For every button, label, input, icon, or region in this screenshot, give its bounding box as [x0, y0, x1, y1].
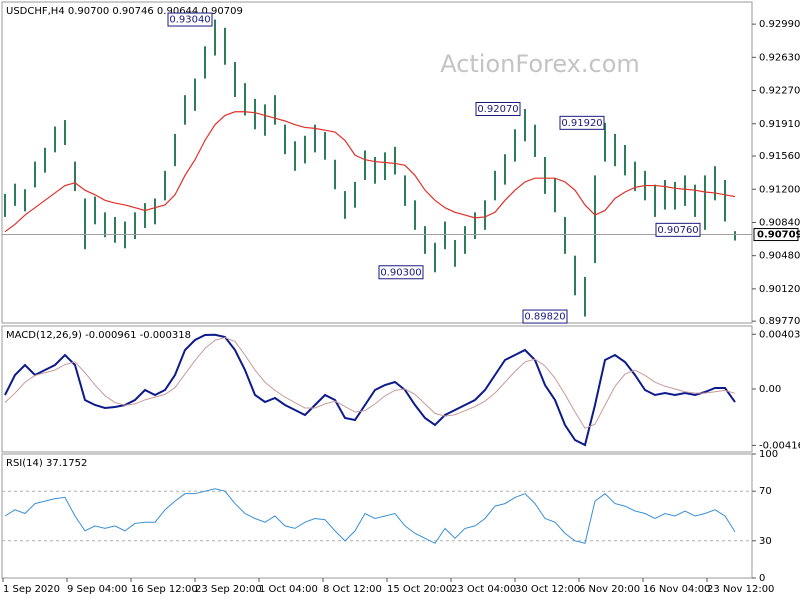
- y-tick-label: 0.89770: [759, 316, 800, 327]
- y-tick-label: 0: [759, 573, 765, 584]
- annotation-box: [522, 309, 568, 324]
- x-tick-label: 16 Nov 04:00: [643, 584, 710, 595]
- y-tick-label: 0.00: [759, 384, 781, 395]
- annotation-label: 0.90300: [380, 267, 421, 278]
- x-tick-label: 23 Sep 20:00: [195, 584, 262, 595]
- x-tick-label: 16 Sep 12:00: [131, 584, 198, 595]
- annotation-box: [167, 12, 213, 27]
- watermark: ActionForex.com: [440, 50, 640, 78]
- x-tick-label: 6 Nov 20:00: [579, 584, 640, 595]
- last-price-label: 0.90709: [757, 230, 800, 241]
- annotation-box: [475, 102, 521, 116]
- y-tick-label: 70: [759, 486, 772, 497]
- y-tick-label: 0.92630: [759, 52, 800, 63]
- x-tick-label: 23 Nov 12:00: [707, 584, 774, 595]
- y-tick-label: 0.91910: [759, 119, 800, 130]
- y-tick-label: 0.91560: [759, 151, 800, 162]
- y-tick-label: 0.92270: [759, 86, 800, 97]
- annotation-label: 0.91920: [561, 118, 602, 129]
- x-tick-label: 1 Oct 04:00: [259, 584, 318, 595]
- y-tick-label: 30: [759, 536, 772, 547]
- panel-title: RSI(14) 37.1752: [6, 458, 87, 469]
- panel-title: USDCHF,H4 0.90700 0.90746 0.90644 0.9070…: [6, 6, 243, 17]
- y-tick-label: 0.92990: [759, 19, 800, 30]
- panel-title: MACD(12,26,9) -0.000961 -0.000318: [6, 330, 191, 341]
- annotation-box: [559, 115, 605, 130]
- annotation-box: [378, 265, 424, 280]
- x-tick-label: 23 Oct 04:00: [451, 584, 516, 595]
- x-tick-label: 1 Sep 2020: [3, 584, 60, 595]
- y-tick-label: 0.004039: [759, 329, 800, 340]
- panel-frame: [1, 1, 753, 324]
- annotation-label: 0.93040: [169, 15, 210, 26]
- annotation-label: 0.90760: [657, 225, 698, 236]
- indicator-line: [4, 336, 736, 429]
- y-tick-label: 0.90840: [759, 217, 800, 228]
- annotation-label: 0.89820: [524, 312, 565, 323]
- x-tick-label: 30 Oct 12:00: [515, 584, 580, 595]
- y-tick-label: 0.90120: [759, 284, 800, 295]
- y-tick-label: 0.90480: [759, 251, 800, 262]
- y-tick-label: 0.91200: [759, 184, 800, 195]
- annotation-label: 0.92070: [477, 104, 518, 115]
- y-tick-label: 100: [759, 449, 778, 460]
- moving-average: [4, 111, 736, 233]
- panel-frame: [1, 453, 753, 579]
- indicator-line: [4, 488, 736, 544]
- last-price-box: [753, 228, 799, 242]
- x-tick-label: 9 Sep 04:00: [67, 584, 127, 595]
- x-tick-label: 15 Oct 20:00: [387, 584, 452, 595]
- annotation-box: [655, 222, 701, 237]
- y-tick-label: -0.00416: [759, 440, 800, 451]
- x-tick-label: 8 Oct 12:00: [323, 584, 382, 595]
- indicator-line: [4, 333, 736, 447]
